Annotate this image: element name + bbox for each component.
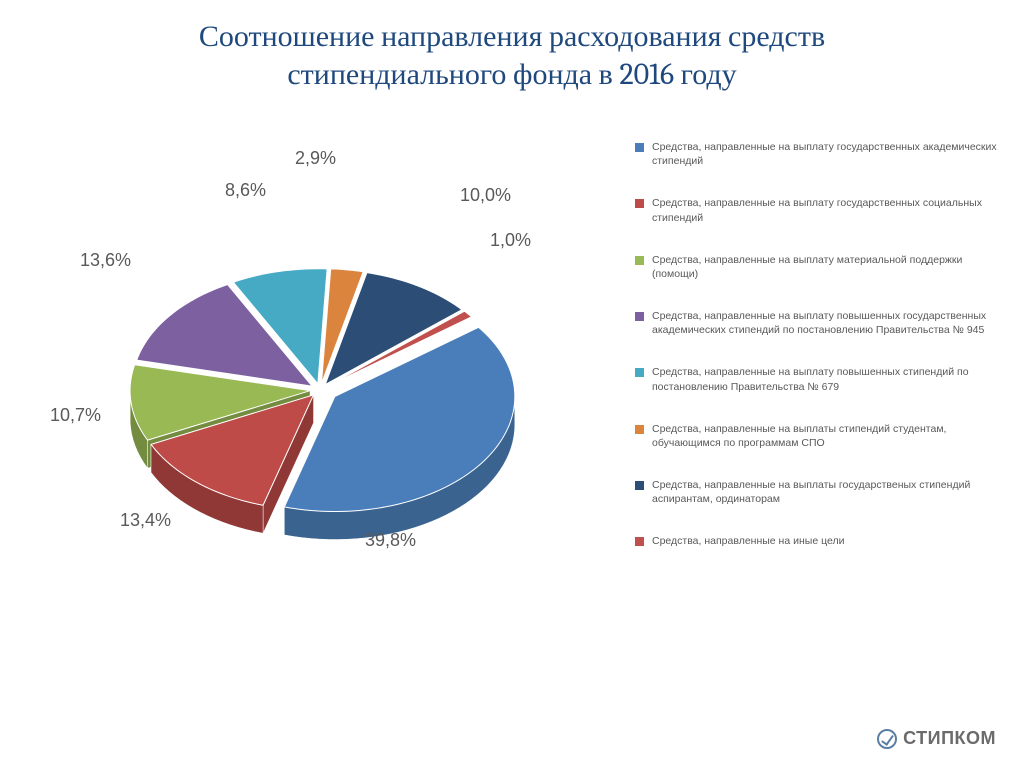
chart-title: Соотношение направления расходования сре…: [0, 0, 1024, 93]
legend-text: Средства, направленные на выплату госуда…: [652, 196, 1005, 224]
legend-swatch: [635, 537, 644, 546]
pie-chart: 39,8%13,4%10,7%13,6%8,6%2,9%10,0%1,0%: [60, 130, 580, 650]
slice-label: 8,6%: [225, 180, 266, 201]
legend-item: Средства, направленные на выплату повыше…: [635, 365, 1005, 393]
legend-swatch: [635, 481, 644, 490]
legend-text: Средства, направленные на выплату матери…: [652, 253, 1005, 281]
legend-item: Средства, направленные на выплату повыше…: [635, 309, 1005, 337]
pie-svg: [60, 130, 580, 650]
legend: Средства, направленные на выплату госуда…: [635, 140, 1005, 577]
logo-icon: [877, 729, 897, 749]
slice-label: 13,4%: [120, 510, 171, 531]
legend-swatch: [635, 425, 644, 434]
legend-item: Средства, направленные на выплату матери…: [635, 253, 1005, 281]
legend-text: Средства, направленные на выплату госуда…: [652, 140, 1005, 168]
legend-text: Средства, направленные на иные цели: [652, 534, 844, 548]
slice-label: 2,9%: [295, 148, 336, 169]
legend-item: Средства, направленные на выплаты госуда…: [635, 478, 1005, 506]
title-line-2: стипендиального фонда в 2016 году: [287, 57, 736, 92]
legend-text: Средства, направленные на выплаты госуда…: [652, 478, 1005, 506]
legend-item: Средства, направленные на иные цели: [635, 534, 1005, 548]
legend-swatch: [635, 368, 644, 377]
legend-swatch: [635, 143, 644, 152]
legend-text: Средства, направленные на выплату повыше…: [652, 365, 1005, 393]
slice-label: 39,8%: [365, 530, 416, 551]
logo-text: СТИПКОМ: [903, 728, 996, 749]
slice-label: 13,6%: [80, 250, 131, 271]
slice-label: 1,0%: [490, 230, 531, 251]
logo: СТИПКОМ: [877, 728, 996, 749]
legend-swatch: [635, 312, 644, 321]
slice-label: 10,0%: [460, 185, 511, 206]
legend-text: Средства, направленные на выплату повыше…: [652, 309, 1005, 337]
legend-text: Средства, направленные на выплаты стипен…: [652, 422, 1005, 450]
legend-swatch: [635, 256, 644, 265]
title-line-1: Соотношение направления расходования сре…: [199, 19, 825, 54]
legend-item: Средства, направленные на выплату госуда…: [635, 196, 1005, 224]
slice-label: 10,7%: [50, 405, 101, 426]
legend-item: Средства, направленные на выплату госуда…: [635, 140, 1005, 168]
legend-swatch: [635, 199, 644, 208]
legend-item: Средства, направленные на выплаты стипен…: [635, 422, 1005, 450]
